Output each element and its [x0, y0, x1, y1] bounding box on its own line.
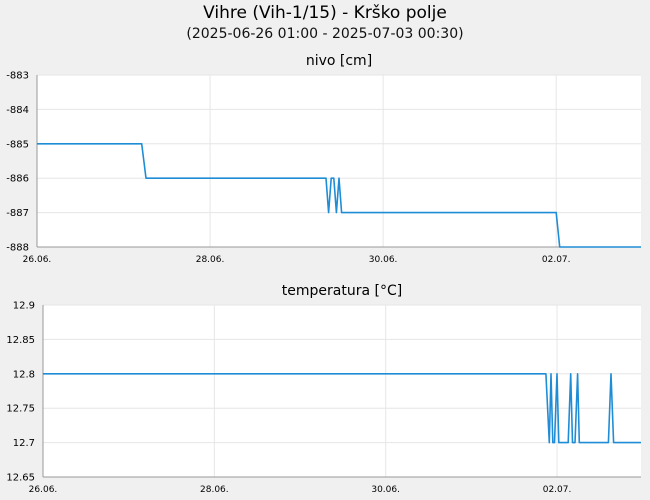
nivo-y-tick-label: -888 [6, 243, 29, 254]
temperatura-y-tick-label: 12.9 [13, 301, 35, 312]
temperatura-y-tick-label: 12.75 [6, 404, 35, 415]
temperatura-panel: temperatura [°C] 12.9 12.85 12.8 12.75 12.7 12… [6, 283, 641, 495]
temperatura-series-line [43, 372, 641, 444]
temperatura-plot-area [43, 305, 641, 477]
nivo-y-tick-label: -884 [6, 105, 29, 116]
nivo-x-tick-label: 26.06. [23, 255, 52, 265]
chart-title: Vihre (Vih-1/15) - Krško polje [203, 3, 447, 23]
temperatura-x-tick-label: 26.06. [29, 485, 58, 495]
nivo-series-line [37, 143, 641, 248]
nivo-panel-title: nivo [cm] [306, 53, 372, 69]
temperatura-x-tick-label: 30.06. [371, 485, 400, 495]
nivo-y-tick-label: -887 [6, 208, 29, 219]
temperatura-y-tick-label: 12.65 [6, 473, 35, 484]
nivo-y-tick-label: -883 [6, 71, 29, 82]
temperatura-y-tick-label: 12.7 [13, 438, 35, 449]
temperatura-panel-title: temperatura [°C] [282, 283, 402, 299]
chart-date-range: (2025-06-26 01:00 - 2025-07-03 00:30) [186, 26, 464, 42]
nivo-x-tick-label: 28.06. [196, 255, 225, 265]
nivo-plot-area [37, 75, 641, 247]
temperatura-x-tick-label: 28.06. [200, 485, 229, 495]
nivo-x-tick-label: 30.06. [369, 255, 398, 265]
temperatura-x-tick-label: 02.07. [543, 485, 572, 495]
temperatura-y-tick-label: 12.8 [13, 369, 35, 380]
nivo-x-tick-label: 02.07. [542, 255, 571, 265]
nivo-y-tick-label: -885 [6, 139, 29, 150]
nivo-y-tick-label: -886 [6, 174, 29, 185]
temperatura-y-tick-label: 12.85 [6, 335, 35, 346]
